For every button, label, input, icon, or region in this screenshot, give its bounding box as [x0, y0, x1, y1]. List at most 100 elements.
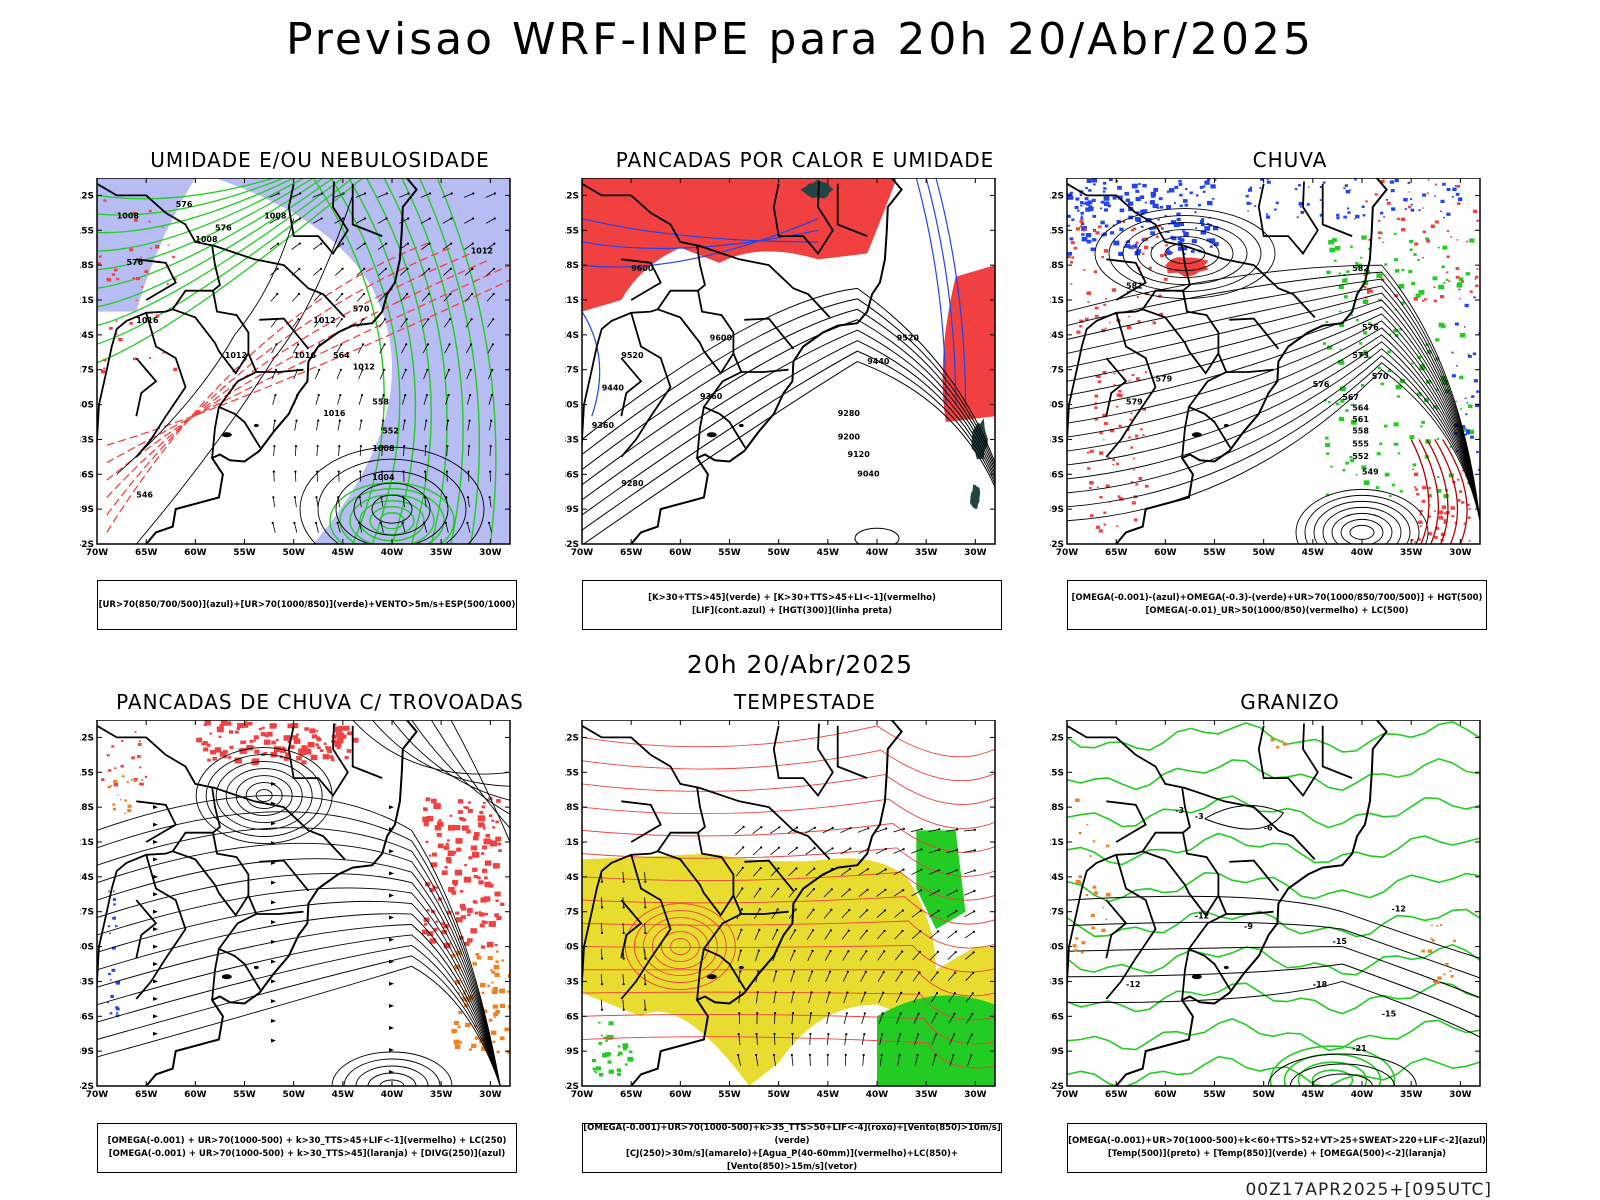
legend-umidade: [UR>70(850/700/500)](azul)+[UR>70(1000/8… [97, 580, 517, 630]
lon-tick-label: 65W [1105, 1090, 1128, 1100]
geography [582, 178, 903, 544]
lon-tick-label: 55W [1203, 548, 1226, 558]
panel-title: PANCADAS POR CALOR E UMIDADE [615, 148, 995, 172]
lat-tick-label: 12S [1050, 191, 1064, 201]
lon-tick-label: 65W [620, 1090, 643, 1100]
contour-label: 576 [1362, 323, 1379, 332]
map-umidade: 1008100810081012101210121012101610161016… [80, 178, 511, 558]
lon-tick-label: 60W [184, 548, 207, 558]
panel-pancadas-calor: PANCADAS POR CALOR E UMIDADE 9600 9600 952… [565, 148, 1045, 613]
lon-tick-label: 45W [332, 1090, 355, 1100]
lat-tick-label: 24S [565, 873, 579, 883]
contour-label: 1012 [353, 363, 375, 372]
map-frame [1066, 178, 1481, 545]
contour-label: -12 [1126, 980, 1140, 989]
lon-tick-label: 30W [964, 548, 987, 558]
lat-tick-label: 18S [565, 803, 579, 813]
map-trovoadas: 12S 15S 18S 21S 24S 27S 30S 33S 36S 39S 42S70W 65W 6… [80, 720, 511, 1100]
lat-tick-label: 30S [80, 401, 94, 411]
lat-tick-label: 12S [565, 191, 579, 201]
lat-tick-label: 33S [1050, 977, 1064, 987]
lon-tick-label: 40W [866, 548, 889, 558]
contour-label: 576 [1313, 380, 1330, 389]
lat-tick-label: 42S [565, 1082, 579, 1092]
legend-chuva: [OMEGA(-0.001)-(azul)+OMEGA(-0.3)-(verde… [1067, 580, 1487, 630]
contour-label: 9440 [602, 384, 625, 393]
lon-tick-label: 40W [381, 1090, 404, 1100]
lon-tick-label: 70W [86, 548, 109, 558]
lat-tick-label: 18S [565, 261, 579, 271]
lon-tick-label: 55W [233, 1090, 256, 1100]
contour-label: 582 [1352, 264, 1369, 273]
lon-tick-label: 40W [866, 1090, 889, 1100]
lat-tick-label: 39S [565, 1047, 579, 1057]
lat-tick-label: 24S [80, 873, 94, 883]
geography [97, 178, 418, 544]
contour-label: -18 [1313, 980, 1328, 989]
lat-tick-label: 21S [1050, 838, 1064, 848]
legend-line: [Temp(500)](preto) + [Temp(850)](verde) … [1107, 1149, 1447, 1159]
contour-label: -12 [1195, 912, 1209, 921]
geography [582, 720, 903, 1086]
contour-label: 1012 [313, 316, 335, 325]
panel-granizo: GRANIZO -3 -6 -12 -12 -15 -18 -9 -3 -12 -21 -15 12S… [1050, 690, 1530, 1155]
contour-label: 579 [1126, 398, 1143, 407]
lat-tick-label: 33S [565, 435, 579, 445]
lat-tick-label: 33S [1050, 435, 1064, 445]
panel-chuva: CHUVA 582 579 576 576 573 570 567 564 561 558 555 5… [1050, 148, 1530, 613]
contour-label: 1004 [372, 473, 395, 482]
lon-tick-label: 60W [1154, 548, 1177, 558]
contour-label: 567 [1342, 393, 1359, 402]
lat-tick-label: 15S [80, 768, 94, 778]
legend-tempestade: [OMEGA(-0.001)+UR>70(1000-500)+k>35_TTS>… [582, 1123, 1002, 1173]
lon-tick-label: 40W [1351, 1090, 1374, 1100]
lat-tick-label: 24S [80, 331, 94, 341]
contour-label: 552 [382, 427, 399, 436]
lat-tick-label: 27S [80, 908, 94, 918]
panel-trovoadas: PANCADAS DE CHUVA C/ TROVOADAS 12S 15S 18S… [80, 690, 560, 1155]
map-frame [96, 720, 511, 1087]
contour-label: 564 [1352, 403, 1369, 412]
contour-label: 570 [1372, 372, 1389, 381]
lat-tick-label: 36S [1050, 1012, 1064, 1022]
lat-tick-label: 30S [565, 401, 579, 411]
contour-label: 576 [215, 223, 232, 232]
lon-tick-label: 55W [233, 548, 256, 558]
contour-label: -6 [1264, 823, 1273, 832]
lon-tick-label: 55W [1203, 1090, 1226, 1100]
lat-tick-label: 21S [565, 296, 579, 306]
lat-tick-label: 30S [565, 943, 579, 953]
map-tempestade: 12S 15S 18S 21S 24S 27S 30S 33S 36S 39S 42S70W 65W 6… [565, 720, 996, 1100]
contour-label: 9520 [897, 334, 920, 343]
lat-tick-label: 33S [80, 435, 94, 445]
lon-tick-label: 50W [767, 1090, 790, 1100]
contour-label: 9600 [631, 264, 654, 273]
lat-tick-label: 15S [1050, 226, 1064, 236]
map-granizo: -3 -6 -12 -12 -15 -18 -9 -3 -12 -21 -15 12S 15S 18S 21… [1050, 720, 1481, 1100]
lat-tick-label: 15S [80, 226, 94, 236]
lat-tick-label: 27S [80, 366, 94, 376]
lon-tick-label: 40W [381, 548, 404, 558]
sub-title: 20h 20/Abr/2025 [686, 650, 914, 679]
contour-label: -21 [1352, 1044, 1367, 1053]
contour-label: -3 [1175, 806, 1184, 815]
lon-tick-label: 60W [669, 1090, 692, 1100]
lat-tick-label: 18S [80, 803, 94, 813]
lat-tick-label: 12S [80, 191, 94, 201]
legend-line: [OMEGA(-0.001)+UR>70(1000-500)+k<60+TTS>… [1068, 1136, 1486, 1146]
contour-label: 558 [372, 398, 389, 407]
lon-tick-label: 40W [1351, 548, 1374, 558]
contour-label: 549 [1362, 467, 1379, 476]
lon-tick-label: 35W [430, 1090, 453, 1100]
panel-title: TEMPESTADE [734, 690, 876, 714]
lon-tick-label: 50W [1252, 1090, 1275, 1100]
contour-label: 9280 [838, 409, 861, 418]
legend-line: [K>30+TTS>45](verde) + [K>30+TTS>45+LI<-… [648, 593, 936, 603]
panel-tempestade: TEMPESTADE 12S 15S 18S 21S 24S 27S 30S 33S 36S 39… [565, 690, 1045, 1155]
lon-tick-label: 30W [1449, 548, 1472, 558]
contour-label: 555 [1352, 439, 1369, 448]
lat-tick-label: 36S [80, 470, 94, 480]
lat-tick-label: 39S [565, 505, 579, 515]
map-pancadas-calor: 9600960095209520944094409360936092809280… [565, 178, 996, 558]
contour-label: 9040 [857, 470, 880, 479]
